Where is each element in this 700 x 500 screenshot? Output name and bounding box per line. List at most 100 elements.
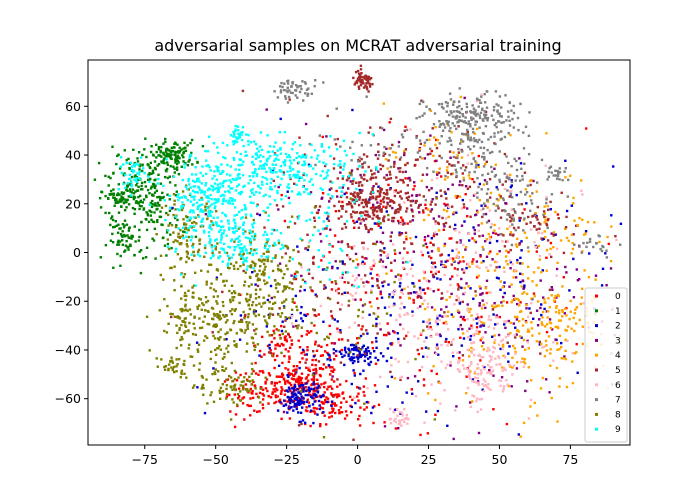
point-series-3: [381, 260, 385, 263]
point-series-0: [367, 281, 370, 284]
point-series-1: [172, 165, 175, 168]
point-series-8: [370, 291, 373, 294]
point-series-6: [466, 162, 470, 165]
point-series-6: [422, 270, 425, 273]
point-series-6: [443, 389, 446, 392]
point-series-7: [482, 152, 485, 155]
point-series-0: [352, 219, 355, 223]
point-series-8: [251, 368, 254, 371]
point-series-5: [446, 160, 449, 163]
point-series-2: [385, 359, 389, 363]
point-series-5: [347, 245, 350, 248]
point-series-7: [546, 226, 549, 230]
point-series-5: [379, 187, 382, 190]
point-series-5: [440, 194, 443, 198]
point-series-3: [480, 324, 483, 327]
point-series-8: [205, 280, 208, 283]
point-series-3: [526, 380, 529, 383]
point-series-8: [259, 401, 262, 404]
point-series-0: [307, 401, 311, 404]
point-series-8: [200, 387, 203, 390]
point-series-2: [439, 334, 442, 338]
point-series-7: [524, 193, 527, 196]
point-series-2: [312, 421, 315, 425]
point-series-1: [144, 256, 148, 259]
point-series-1: [178, 157, 181, 160]
point-series-1: [108, 211, 111, 215]
point-series-5: [359, 81, 363, 84]
point-series-1: [133, 161, 136, 165]
point-series-6: [430, 178, 434, 182]
point-series-8: [261, 258, 264, 262]
point-series-5: [499, 195, 502, 198]
point-series-1: [127, 227, 131, 230]
point-series-3: [349, 180, 352, 183]
point-series-8: [268, 314, 271, 318]
point-series-2: [344, 351, 348, 354]
point-series-2: [401, 401, 404, 404]
point-series-8: [257, 313, 261, 317]
point-series-6: [480, 93, 483, 96]
point-series-0: [251, 396, 255, 400]
point-series-7: [418, 102, 421, 106]
point-series-5: [360, 176, 363, 179]
point-series-0: [466, 215, 469, 218]
point-series-7: [456, 106, 459, 109]
point-series-1: [154, 202, 157, 205]
point-series-0: [357, 418, 360, 421]
point-series-4: [522, 338, 526, 342]
point-series-5: [352, 438, 355, 441]
point-series-5: [362, 86, 366, 89]
point-series-1: [116, 241, 120, 244]
point-series-5: [429, 203, 432, 206]
point-series-6: [458, 299, 461, 303]
point-series-0: [311, 383, 314, 386]
point-series-5: [242, 269, 245, 273]
point-series-9: [289, 176, 292, 179]
point-series-3: [340, 276, 344, 279]
point-series-8: [225, 392, 229, 396]
point-series-8: [243, 331, 246, 334]
point-series-0: [479, 339, 482, 342]
point-series-4: [506, 227, 509, 230]
point-series-5: [358, 78, 361, 81]
point-series-3: [392, 330, 395, 333]
point-series-6: [356, 265, 359, 269]
point-series-1: [128, 188, 132, 191]
point-series-9: [250, 161, 254, 164]
point-series-2: [279, 117, 282, 121]
point-series-2: [324, 286, 327, 289]
point-series-9: [234, 206, 237, 209]
point-series-9: [176, 195, 179, 198]
point-series-8: [295, 305, 298, 308]
point-series-0: [386, 322, 389, 325]
point-series-8: [206, 322, 209, 326]
point-series-4: [539, 387, 543, 390]
point-series-1: [124, 244, 128, 247]
point-series-8: [376, 315, 380, 318]
point-series-8: [205, 301, 208, 304]
point-series-0: [390, 342, 394, 345]
point-series-4: [447, 310, 450, 314]
point-series-6: [392, 419, 396, 422]
point-series-2: [321, 268, 325, 271]
point-series-7: [497, 120, 500, 123]
point-series-8: [292, 248, 295, 252]
point-series-1: [116, 154, 119, 158]
point-series-2: [353, 347, 357, 350]
point-series-9: [239, 190, 243, 194]
point-series-1: [126, 234, 129, 237]
point-series-9: [219, 172, 222, 176]
point-series-9: [321, 170, 324, 173]
point-series-7: [474, 166, 478, 169]
point-series-4: [553, 299, 556, 303]
point-series-7: [461, 132, 464, 135]
point-series-8: [250, 283, 253, 286]
point-series-9: [248, 175, 251, 178]
point-series-5: [406, 191, 409, 195]
point-series-7: [462, 133, 465, 136]
point-series-9: [295, 183, 298, 187]
point-series-6: [471, 394, 474, 397]
point-series-0: [287, 350, 290, 353]
